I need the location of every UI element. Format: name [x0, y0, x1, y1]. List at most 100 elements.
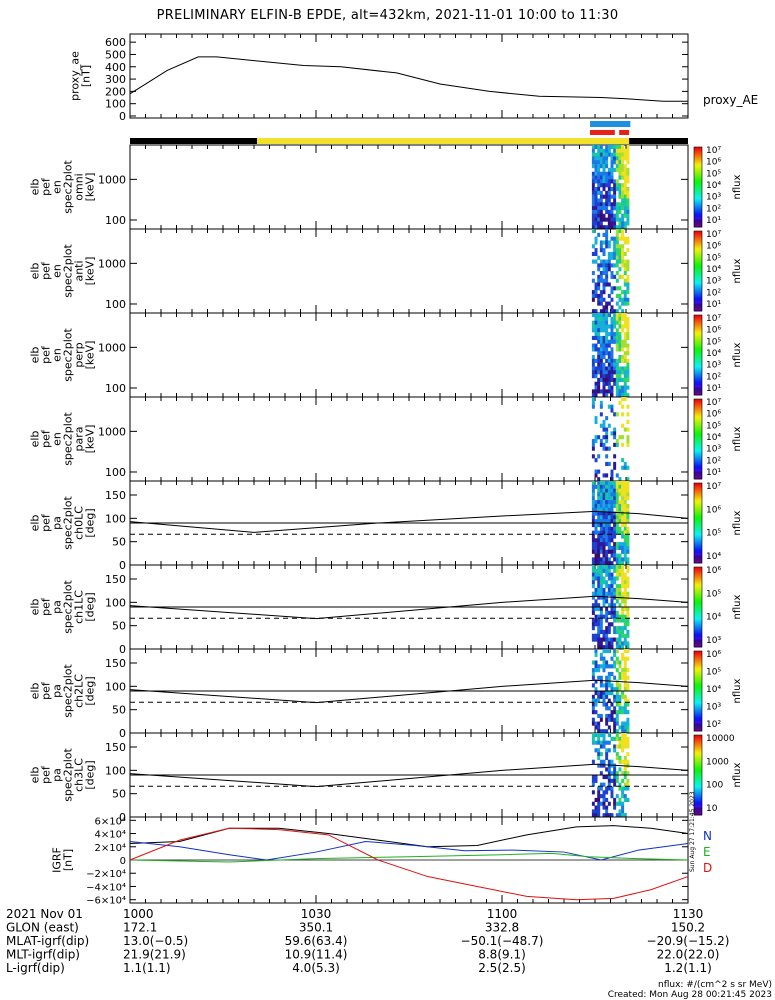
panel-spec-para-colorbar-cell	[694, 431, 702, 434]
panel-pa-ch0-cell	[594, 507, 598, 512]
panel-spec-perp-cell	[626, 358, 630, 363]
panel-spec-omni-cell	[597, 213, 601, 218]
panel-spec-perp-cell	[618, 393, 622, 398]
panel-spec-anti-cell	[610, 305, 614, 310]
panel-pa-ch1-cell	[626, 629, 630, 635]
panel-pa-ch3-cell	[615, 752, 619, 757]
panel-pa-ch0-cell	[602, 496, 606, 501]
panel-spec-perp-colorbar-cell	[694, 333, 702, 336]
panel-pa-ch1-colorbar-cell	[694, 585, 702, 588]
panel-pa-ch1-cell	[605, 629, 609, 635]
panel-spec-omni-cell	[605, 225, 609, 230]
panel-spec-omni-cell	[621, 175, 625, 180]
panel-pa-ch1-colorbar-cell	[694, 593, 702, 596]
panel-spec-perp-cell	[591, 362, 595, 367]
panel-spec-omni-cell	[613, 206, 617, 211]
panel-spec-perp-colorbar-cell	[694, 369, 702, 372]
panel-spec-perp-cell	[594, 366, 598, 371]
panel-pa-ch1-cell	[594, 603, 598, 608]
panel-pa-ch0-cell	[610, 534, 614, 539]
panel-pa-ch3-cell	[610, 771, 614, 776]
panel-spec-perp-cell	[621, 393, 625, 398]
panel-spec-para-cell	[613, 461, 617, 467]
panel-spec-anti-cell	[626, 263, 630, 268]
panel-pa-ch1-cell	[599, 595, 603, 600]
panel-spec-para-cell	[610, 473, 614, 478]
panel-spec-perp-cell	[615, 347, 619, 352]
panel-spec-perp-cell	[610, 316, 614, 321]
panel-spec-omni-cell	[618, 152, 622, 157]
panel-spec-anti-cell	[597, 255, 601, 260]
panel-spec-anti-cell	[615, 232, 619, 237]
panel-spec-anti-cell	[623, 271, 627, 276]
xaxis-value: 350.1	[299, 921, 333, 935]
panel-pa-ch3-cell	[597, 786, 601, 791]
panel-pa-ch1-cell	[591, 584, 595, 589]
panel-pa-ch2-colorbar-cell	[694, 661, 702, 664]
panel-spec-anti-cell	[591, 293, 595, 299]
panel-pa-ch0-cell	[607, 500, 611, 505]
panel-spec-omni-cell	[591, 179, 595, 184]
panel-pa-ch0-cell	[621, 496, 625, 501]
panel-pa-ch3-cell	[621, 813, 625, 818]
panel-pa-ch0-cell	[607, 503, 611, 509]
panel-spec-perp-colorbar-title: nflux	[732, 342, 743, 367]
panel-pa-ch2-ylabel-line: ch2LC	[73, 674, 86, 708]
panel-pa-ch1-ytick-label: 0	[119, 643, 126, 656]
panel-spec-omni-ylabel-line: [keV]	[84, 173, 97, 202]
panel-spec-omni-cell	[605, 164, 609, 169]
panel-spec-perp-cell	[607, 351, 611, 356]
status-marker-red	[590, 130, 615, 135]
panel-pa-ch0-cell	[610, 526, 614, 531]
panel-spec-omni-ytick-label: 1000	[98, 173, 126, 186]
panel-pa-ch3-cell	[621, 801, 625, 806]
panel-pa-ch3-cell	[607, 771, 611, 776]
panel-pa-ch3-cell	[615, 801, 619, 806]
panel-pa-ch1-cell	[591, 568, 595, 573]
xaxis-value: 1.1(1.1)	[123, 961, 171, 975]
panel-pa-ch0-cell	[618, 492, 622, 497]
panel-spec-omni-cell	[615, 187, 619, 192]
panel-spec-omni-ylabel-line: omni	[73, 173, 86, 200]
panel-spec-perp-cell	[594, 335, 598, 341]
panel-pa-ch0-cell	[599, 492, 603, 497]
panel-spec-omni-cell	[591, 206, 595, 211]
panel-pa-ch2-cell	[591, 668, 595, 673]
panel-pa-ch2-cell	[597, 729, 601, 734]
panel-spec-anti-cell	[621, 251, 625, 257]
panel-spec-omni-colorbar-cell	[694, 213, 702, 216]
panel-pa-ch2-cell	[597, 721, 601, 726]
panel-pa-ch2-colorbar-cell	[694, 667, 702, 670]
panel-pa-ch1-cell	[618, 637, 622, 642]
panel-spec-para-cell	[602, 473, 606, 478]
panel-pa-ch1-cell	[594, 633, 598, 638]
panel-pa-ch1-cell	[597, 622, 601, 627]
panel-spec-anti-cell	[591, 309, 595, 314]
panel-spec-anti-cell	[597, 301, 601, 306]
panel-pa-ch2-cell	[610, 691, 614, 696]
panel-spec-perp-cell	[610, 351, 614, 356]
panel-pa-ch1-cell	[597, 629, 601, 635]
panel-pa-ch2-cell	[615, 691, 619, 696]
panel-pa-ch3-cell	[597, 809, 601, 814]
panel-spec-anti-cell	[605, 229, 609, 234]
panel-pa-ch1-cell	[602, 591, 606, 596]
panel-pa-ch2-cell	[613, 710, 617, 715]
panel-pa-ch1-colorbar-cell	[694, 615, 702, 618]
panel-pa-ch0-cell	[591, 519, 595, 524]
panel-pa-ch2-colorbar-cell	[694, 675, 702, 678]
panel-spec-omni-cell	[626, 190, 630, 195]
panel-spec-anti-cell	[610, 271, 614, 276]
panel-spec-perp-colorbar-cell	[694, 315, 702, 318]
panel-pa-ch2-colorbar-cell	[694, 687, 702, 690]
panel-spec-para-cell	[626, 465, 630, 470]
panel-spec-omni-colorbar-cell	[694, 201, 702, 204]
panel-spec-omni-cell	[621, 213, 625, 218]
panel-pa-ch0-colorbar-cell	[694, 549, 702, 552]
panel-pa-ch1-ylabel-line: ch1LC	[73, 590, 86, 624]
panel-spec-para-colorbar-cell	[694, 405, 702, 408]
panel-pa-ch0-cell	[621, 488, 625, 493]
panel-pa-ch2-colorbar-cell	[694, 673, 702, 676]
panel-spec-para-colorbar-cell	[694, 421, 702, 424]
panel-spec-para-cell	[605, 427, 609, 432]
